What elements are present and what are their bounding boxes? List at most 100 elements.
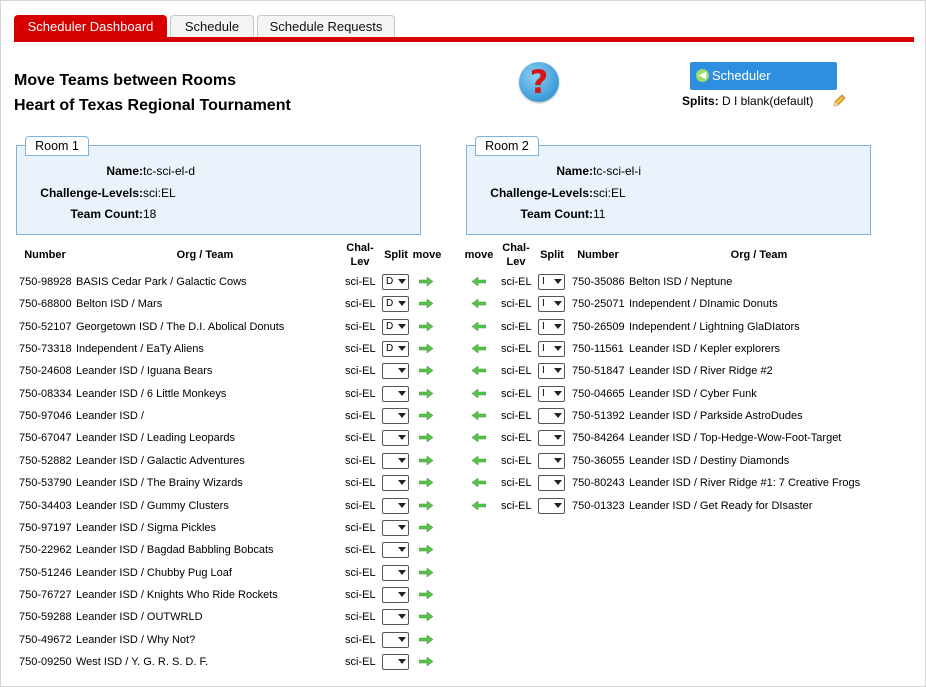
split-select[interactable] <box>538 430 565 447</box>
split-select[interactable] <box>382 564 409 581</box>
team-name: Leander ISD / Leading Leopards <box>76 432 236 445</box>
move-right-arrow-icon[interactable] <box>419 411 433 421</box>
move-right-arrow-icon[interactable] <box>419 455 433 465</box>
move-right-arrow-icon[interactable] <box>419 612 433 622</box>
split-select[interactable]: I <box>538 274 565 290</box>
split-select[interactable]: I <box>538 385 565 402</box>
move-right-arrow-icon[interactable] <box>419 589 433 599</box>
room2-header-chal-lev: Chal- Lev <box>496 241 536 269</box>
team-number: 750-59288 <box>19 611 72 624</box>
move-left-arrow-icon[interactable] <box>472 366 486 376</box>
table-row: sci-EL 750-80243 Leander ISD / River Ridge… <box>0 472 900 494</box>
split-select-value: D <box>386 276 394 287</box>
split-select[interactable] <box>382 653 409 670</box>
move-left-arrow-icon[interactable] <box>472 411 486 421</box>
room2-name-label: Name: <box>556 164 593 178</box>
move-right-arrow-icon[interactable] <box>419 478 433 488</box>
table-row: 750-97046 Leander ISD / sci-EL <box>0 405 450 427</box>
chevron-down-icon <box>554 323 562 329</box>
chevron-down-icon <box>398 279 406 284</box>
split-select[interactable] <box>382 519 409 536</box>
move-left-arrow-icon[interactable] <box>472 344 486 354</box>
split-select[interactable] <box>382 385 409 402</box>
team-number: 750-68800 <box>19 298 72 311</box>
split-select[interactable]: D <box>382 341 409 358</box>
table-row: sci-EL I 750-51847 Leander ISD / River Ridg… <box>0 360 900 382</box>
split-select[interactable] <box>382 609 409 626</box>
split-select[interactable] <box>538 408 565 425</box>
team-number: 750-49672 <box>19 633 72 646</box>
table-row: 750-59288 Leander ISD / OUTWRLD sci-EL <box>0 606 450 628</box>
chevron-down-icon <box>398 524 406 530</box>
split-select[interactable] <box>538 475 565 492</box>
split-select[interactable] <box>538 497 565 514</box>
team-number: 750-04665 <box>572 387 625 400</box>
split-select[interactable] <box>382 497 409 514</box>
split-select[interactable] <box>382 475 409 492</box>
move-right-arrow-icon[interactable] <box>419 299 433 309</box>
team-number: 750-36055 <box>572 454 625 467</box>
move-right-arrow-icon[interactable] <box>419 545 433 555</box>
team-name: Leander ISD / The Brainy Wizards <box>76 477 243 490</box>
move-right-arrow-icon[interactable] <box>419 522 433 532</box>
challenge-level: sci-EL <box>345 588 376 601</box>
split-select[interactable]: I <box>538 341 565 358</box>
move-right-arrow-icon[interactable] <box>419 344 433 354</box>
help-icon[interactable]: ? <box>519 62 559 102</box>
split-select[interactable] <box>382 631 409 648</box>
move-left-arrow-icon[interactable] <box>472 299 486 309</box>
split-select[interactable]: I <box>538 296 565 313</box>
split-select[interactable] <box>382 363 409 380</box>
move-right-arrow-icon[interactable] <box>419 500 433 510</box>
move-right-arrow-icon[interactable] <box>419 634 433 644</box>
table-row: 750-97197 Leander ISD / Sigma Pickles sci-… <box>0 517 450 539</box>
scheduler-dashboard-button[interactable]: ◀ Scheduler Dashboard <box>690 62 837 111</box>
split-select[interactable] <box>382 430 409 447</box>
tab-scheduler-dashboard[interactable]: Scheduler Dashboard <box>14 15 167 37</box>
tab-schedule-requests[interactable]: Schedule Requests <box>257 15 395 37</box>
split-select[interactable] <box>382 408 409 425</box>
move-left-arrow-icon[interactable] <box>472 478 486 488</box>
split-select[interactable]: I <box>538 363 565 380</box>
tab-schedule[interactable]: Schedule <box>170 15 254 37</box>
table-row: 750-08334 Leander ISD / 6 Little Monkeys s… <box>0 383 450 405</box>
split-select[interactable] <box>382 452 409 469</box>
scheduler-dashboard-button-label: Scheduler Dashboard <box>712 68 776 111</box>
chevron-down-icon <box>554 279 562 284</box>
split-select[interactable]: D <box>382 274 409 290</box>
split-select[interactable] <box>538 452 565 469</box>
move-right-arrow-icon[interactable] <box>419 656 433 666</box>
move-right-arrow-icon[interactable] <box>419 567 433 577</box>
move-left-arrow-icon[interactable] <box>472 500 486 510</box>
chevron-down-icon <box>554 390 562 396</box>
move-left-arrow-icon[interactable] <box>472 321 486 331</box>
chevron-down-icon <box>398 547 406 553</box>
room1-legend: Room 1 <box>25 136 89 156</box>
move-right-arrow-icon[interactable] <box>419 321 433 331</box>
split-select[interactable]: D <box>382 296 409 313</box>
chevron-down-icon <box>554 435 562 441</box>
move-left-arrow-icon[interactable] <box>472 388 486 398</box>
move-left-arrow-icon[interactable] <box>472 433 486 443</box>
move-right-arrow-icon[interactable] <box>419 277 433 286</box>
team-number: 750-53790 <box>19 477 72 490</box>
move-right-arrow-icon[interactable] <box>419 366 433 376</box>
table-row: sci-EL I 750-25071 Independent / DInamic Do… <box>0 293 900 315</box>
move-right-arrow-icon[interactable] <box>419 433 433 443</box>
split-select[interactable]: D <box>382 318 409 335</box>
team-number: 750-67047 <box>19 432 72 445</box>
move-right-arrow-icon[interactable] <box>419 388 433 398</box>
split-select[interactable] <box>382 586 409 603</box>
team-name: Independent / Lightning GlaDIators <box>629 320 800 333</box>
team-name: Leander ISD / OUTWRLD <box>76 611 203 624</box>
move-left-arrow-icon[interactable] <box>472 277 486 286</box>
split-select[interactable]: I <box>538 318 565 335</box>
move-left-arrow-icon[interactable] <box>472 455 486 465</box>
team-name: Independent / EaTy Aliens <box>76 343 204 356</box>
room1-panel <box>16 145 421 235</box>
pencil-icon[interactable] <box>831 93 847 109</box>
challenge-level: sci-EL <box>501 298 532 311</box>
team-name: Leander ISD / Gummy Clusters <box>76 499 229 512</box>
split-select[interactable] <box>382 542 409 559</box>
team-number: 750-52882 <box>19 454 72 467</box>
